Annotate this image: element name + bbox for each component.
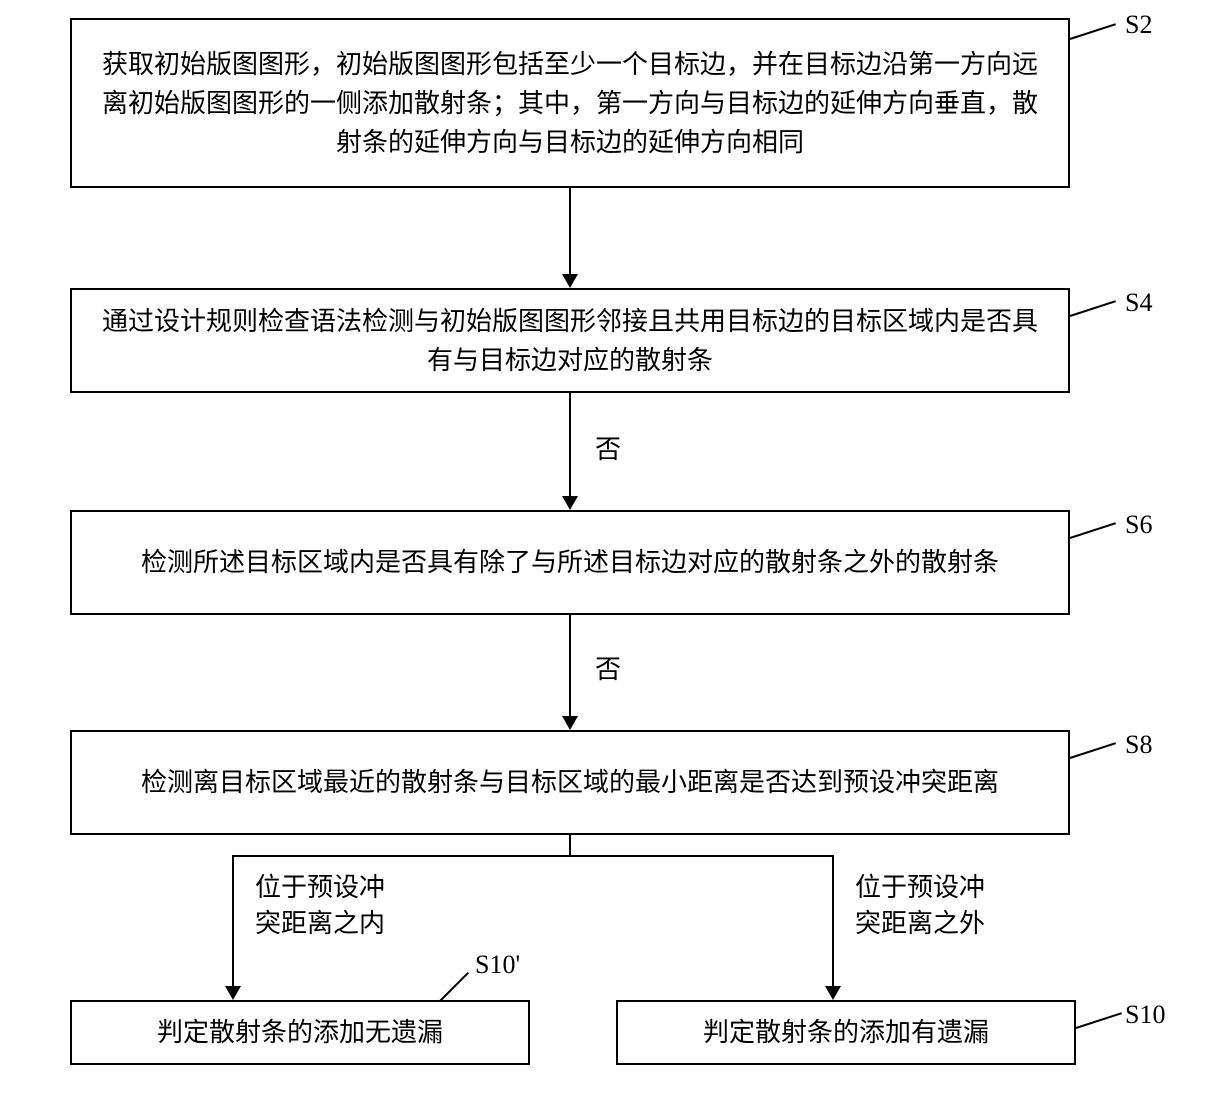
branch-stub	[569, 835, 571, 855]
step-label-s8: S8	[1125, 730, 1152, 760]
arrowhead-s4-s6	[562, 496, 578, 510]
branch-right-vertical	[832, 855, 834, 986]
branch-left-vertical	[232, 855, 234, 986]
node-text: 通过设计规则检查语法检测与初始版图图形邻接且共用目标边的目标区域内是否具有与目标…	[92, 302, 1048, 380]
step-label-s4: S4	[1125, 288, 1152, 318]
step-label-s10p: S10'	[475, 950, 520, 980]
connector-s2	[1070, 23, 1116, 40]
connector-s10p	[439, 972, 469, 1002]
edge-label-no-1: 否	[595, 432, 621, 468]
branch-horizontal	[232, 855, 832, 857]
node-text: 判定散射条的添加无遗漏	[157, 1013, 443, 1052]
node-text: 获取初始版图图形，初始版图图形包括至少一个目标边，并在目标边沿第一方向远离初始版…	[92, 45, 1048, 162]
node-text: 检测所述目标区域内是否具有除了与所述目标边对应的散射条之外的散射条	[141, 543, 999, 582]
node-text: 检测离目标区域最近的散射条与目标区域的最小距离是否达到预设冲突距离	[141, 763, 999, 802]
step-label-s6: S6	[1125, 510, 1152, 540]
arrowhead-left	[225, 986, 241, 1000]
flowchart-node-s10: 判定散射条的添加有遗漏	[616, 1000, 1076, 1065]
connector-s6	[1070, 522, 1116, 539]
flowchart-node-s4: 通过设计规则检查语法检测与初始版图图形邻接且共用目标边的目标区域内是否具有与目标…	[70, 288, 1070, 393]
connector-s4	[1070, 300, 1116, 317]
connector-s8	[1070, 742, 1116, 759]
flowchart-container: 获取初始版图图形，初始版图图形包括至少一个目标边，并在目标边沿第一方向远离初始版…	[0, 0, 1207, 1105]
edge-label-beyond: 位于预设冲 突距离之外	[855, 870, 985, 943]
connector-s10	[1076, 1012, 1122, 1029]
step-label-s2: S2	[1125, 10, 1152, 40]
arrowhead-s2-s4	[562, 274, 578, 288]
arrow-s2-s4	[569, 188, 571, 274]
arrowhead-s6-s8	[562, 716, 578, 730]
flowchart-node-s6: 检测所述目标区域内是否具有除了与所述目标边对应的散射条之外的散射条	[70, 510, 1070, 615]
node-text: 判定散射条的添加有遗漏	[703, 1013, 989, 1052]
flowchart-node-s10p: 判定散射条的添加无遗漏	[70, 1000, 530, 1065]
step-label-s10: S10	[1125, 1000, 1165, 1030]
arrow-s4-s6	[569, 393, 571, 496]
flowchart-node-s2: 获取初始版图图形，初始版图图形包括至少一个目标边，并在目标边沿第一方向远离初始版…	[70, 18, 1070, 188]
flowchart-node-s8: 检测离目标区域最近的散射条与目标区域的最小距离是否达到预设冲突距离	[70, 730, 1070, 835]
edge-label-no-2: 否	[595, 652, 621, 688]
edge-label-within: 位于预设冲 突距离之内	[255, 870, 385, 943]
arrow-s6-s8	[569, 615, 571, 716]
arrowhead-right	[825, 986, 841, 1000]
